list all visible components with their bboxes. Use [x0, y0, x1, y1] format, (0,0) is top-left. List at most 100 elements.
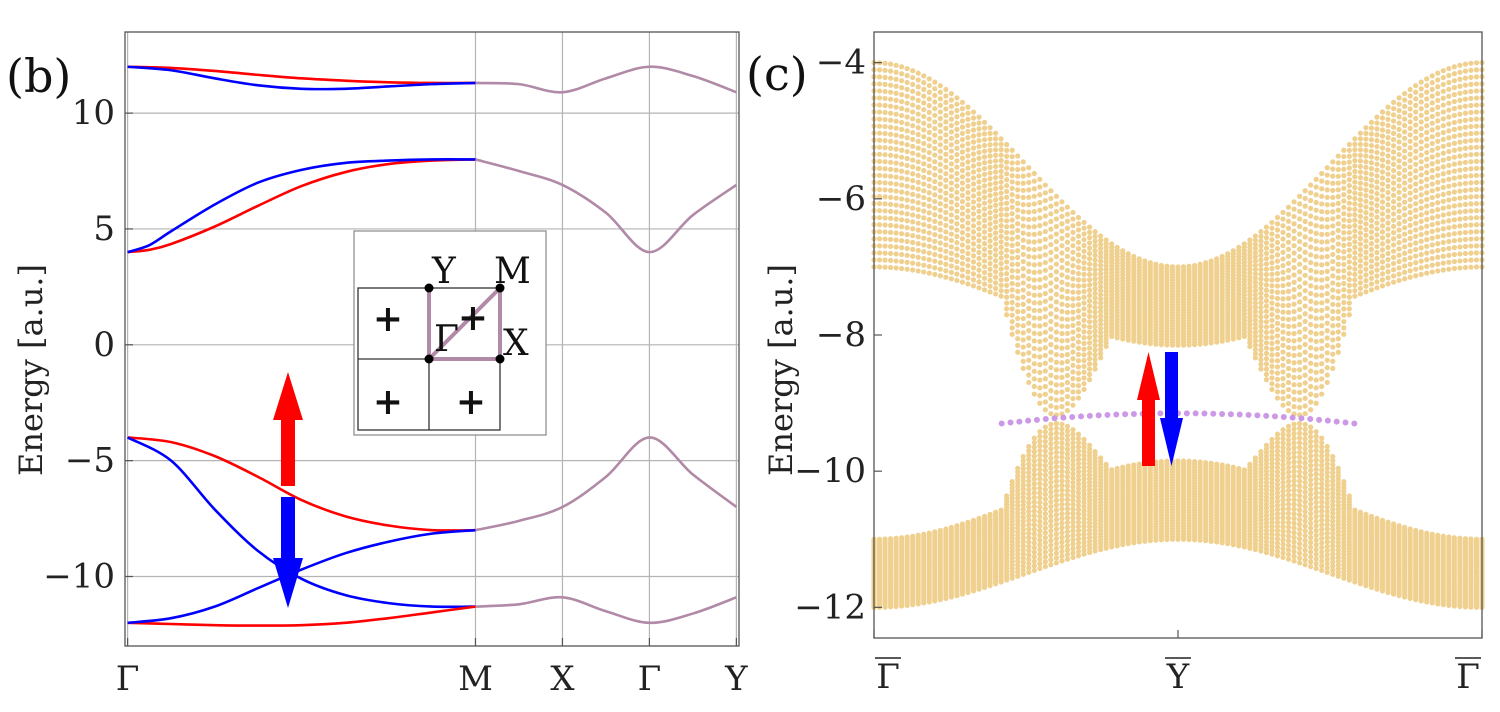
bulk-dot — [1026, 365, 1032, 371]
bulk-dot — [882, 81, 888, 87]
bulk-dot — [1291, 250, 1297, 256]
bulk-dot — [1042, 376, 1048, 382]
bulk-dot — [943, 177, 949, 183]
bulk-dot — [1064, 323, 1071, 330]
bulk-dot — [1291, 534, 1297, 540]
bulk-dot — [1098, 262, 1104, 268]
bulk-dot — [1086, 245, 1093, 251]
bulk-dot — [1313, 438, 1319, 444]
bulk-dot — [1103, 332, 1109, 339]
bulk-dot — [1059, 426, 1065, 432]
bulk-dot — [1048, 460, 1054, 466]
bulk-dot — [981, 269, 988, 276]
bulk-dot — [1070, 356, 1076, 362]
bulk-dot — [1075, 308, 1082, 314]
bulk-dot — [1042, 501, 1048, 507]
bulk-dot — [1075, 345, 1082, 351]
bulk-dot — [1319, 368, 1325, 374]
inset-point-y — [424, 283, 434, 293]
bulk-dot — [1291, 539, 1297, 545]
bulk-dot — [993, 208, 999, 214]
bulk-dot — [1263, 235, 1270, 241]
bulk-dot — [1059, 492, 1065, 498]
bulk-dot — [1086, 475, 1093, 482]
b-ytick-label-3: −5 — [65, 441, 115, 481]
bulk-dot — [937, 109, 943, 115]
bulk-dot — [937, 214, 943, 220]
bulk-dot — [1324, 165, 1330, 171]
bulk-dot — [970, 235, 977, 241]
inset-cross-bottom-right: + — [456, 381, 486, 423]
bulk-dot — [1308, 424, 1314, 430]
bulk-dot — [1059, 221, 1065, 227]
bulk-dot — [937, 148, 943, 154]
bulk-dot — [1064, 232, 1071, 238]
bulk-dot — [1103, 248, 1109, 254]
bulk-dot — [1103, 314, 1109, 320]
bulk-dot — [932, 106, 938, 112]
bulk-dot — [1020, 209, 1026, 215]
bulk-dot — [998, 217, 1004, 223]
bulk-dot — [1042, 535, 1048, 541]
bulk-dot — [1059, 520, 1065, 526]
bulk-dot — [1075, 511, 1082, 517]
bulk-dot — [1098, 250, 1104, 256]
bulk-dot — [1092, 285, 1098, 292]
bulk-dot — [1064, 400, 1071, 407]
bulk-dot — [1308, 515, 1314, 522]
bulk-dot — [948, 174, 954, 180]
bulk-dot — [1313, 207, 1319, 213]
bulk-dot — [1026, 565, 1032, 571]
bulk-dot — [1291, 515, 1297, 522]
bulk-dot — [954, 202, 960, 208]
bulk-dot — [1026, 456, 1032, 463]
bulk-dot — [1048, 426, 1054, 432]
bulk-dot — [1297, 464, 1303, 470]
bulk-dot — [998, 239, 1004, 245]
bulk-dot — [1302, 470, 1308, 476]
bulk-dot — [1009, 242, 1015, 249]
bulk-dot — [1319, 300, 1325, 306]
bulk-dot — [948, 231, 954, 237]
bulk-dot — [1297, 389, 1303, 395]
bulk-dot — [926, 237, 932, 243]
bulk-dot — [1297, 550, 1303, 556]
bulk-dot — [1070, 256, 1076, 262]
bulk-dot — [1048, 195, 1054, 202]
series-band2-deg — [475, 158, 738, 254]
bulk-dot — [1042, 559, 1048, 565]
bulk-dot — [1092, 366, 1098, 372]
bulk-dot — [1075, 486, 1082, 492]
bulk-dot — [1142, 538, 1148, 544]
bulk-dot — [893, 83, 899, 89]
bulk-dot — [1308, 321, 1314, 328]
bulk-dot — [915, 227, 921, 233]
bulk-dot — [965, 165, 971, 171]
bulk-dot — [1064, 432, 1071, 439]
bulk-dot — [1081, 300, 1087, 306]
bulk-dot — [998, 271, 1004, 278]
bulk-dot — [937, 273, 943, 279]
bulk-dot — [1291, 367, 1297, 373]
bulk-dot — [1269, 254, 1275, 260]
bulk-dot — [965, 220, 971, 226]
bulk-dot — [998, 266, 1004, 272]
bulk-dot — [1020, 514, 1026, 521]
bulk-dot — [1263, 319, 1270, 325]
bulk-dot — [1297, 492, 1303, 499]
bulk-dot — [1059, 286, 1065, 293]
bulk-dot — [1274, 364, 1281, 370]
bulk-dot — [1031, 558, 1037, 564]
bulk-dot — [1313, 176, 1319, 182]
bulk-dot — [1037, 369, 1043, 375]
bulk-dot — [1064, 316, 1071, 323]
bulk-dot — [1026, 194, 1032, 200]
bulk-dot — [1092, 309, 1098, 315]
bulk-dot — [1009, 236, 1015, 242]
bulk-dot — [1313, 556, 1319, 562]
bulk-dot — [1070, 524, 1076, 530]
bulk-dot — [1302, 218, 1308, 225]
bulk-dot — [1070, 466, 1076, 472]
bulk-dot — [965, 226, 971, 232]
bulk-dot — [1274, 308, 1281, 314]
